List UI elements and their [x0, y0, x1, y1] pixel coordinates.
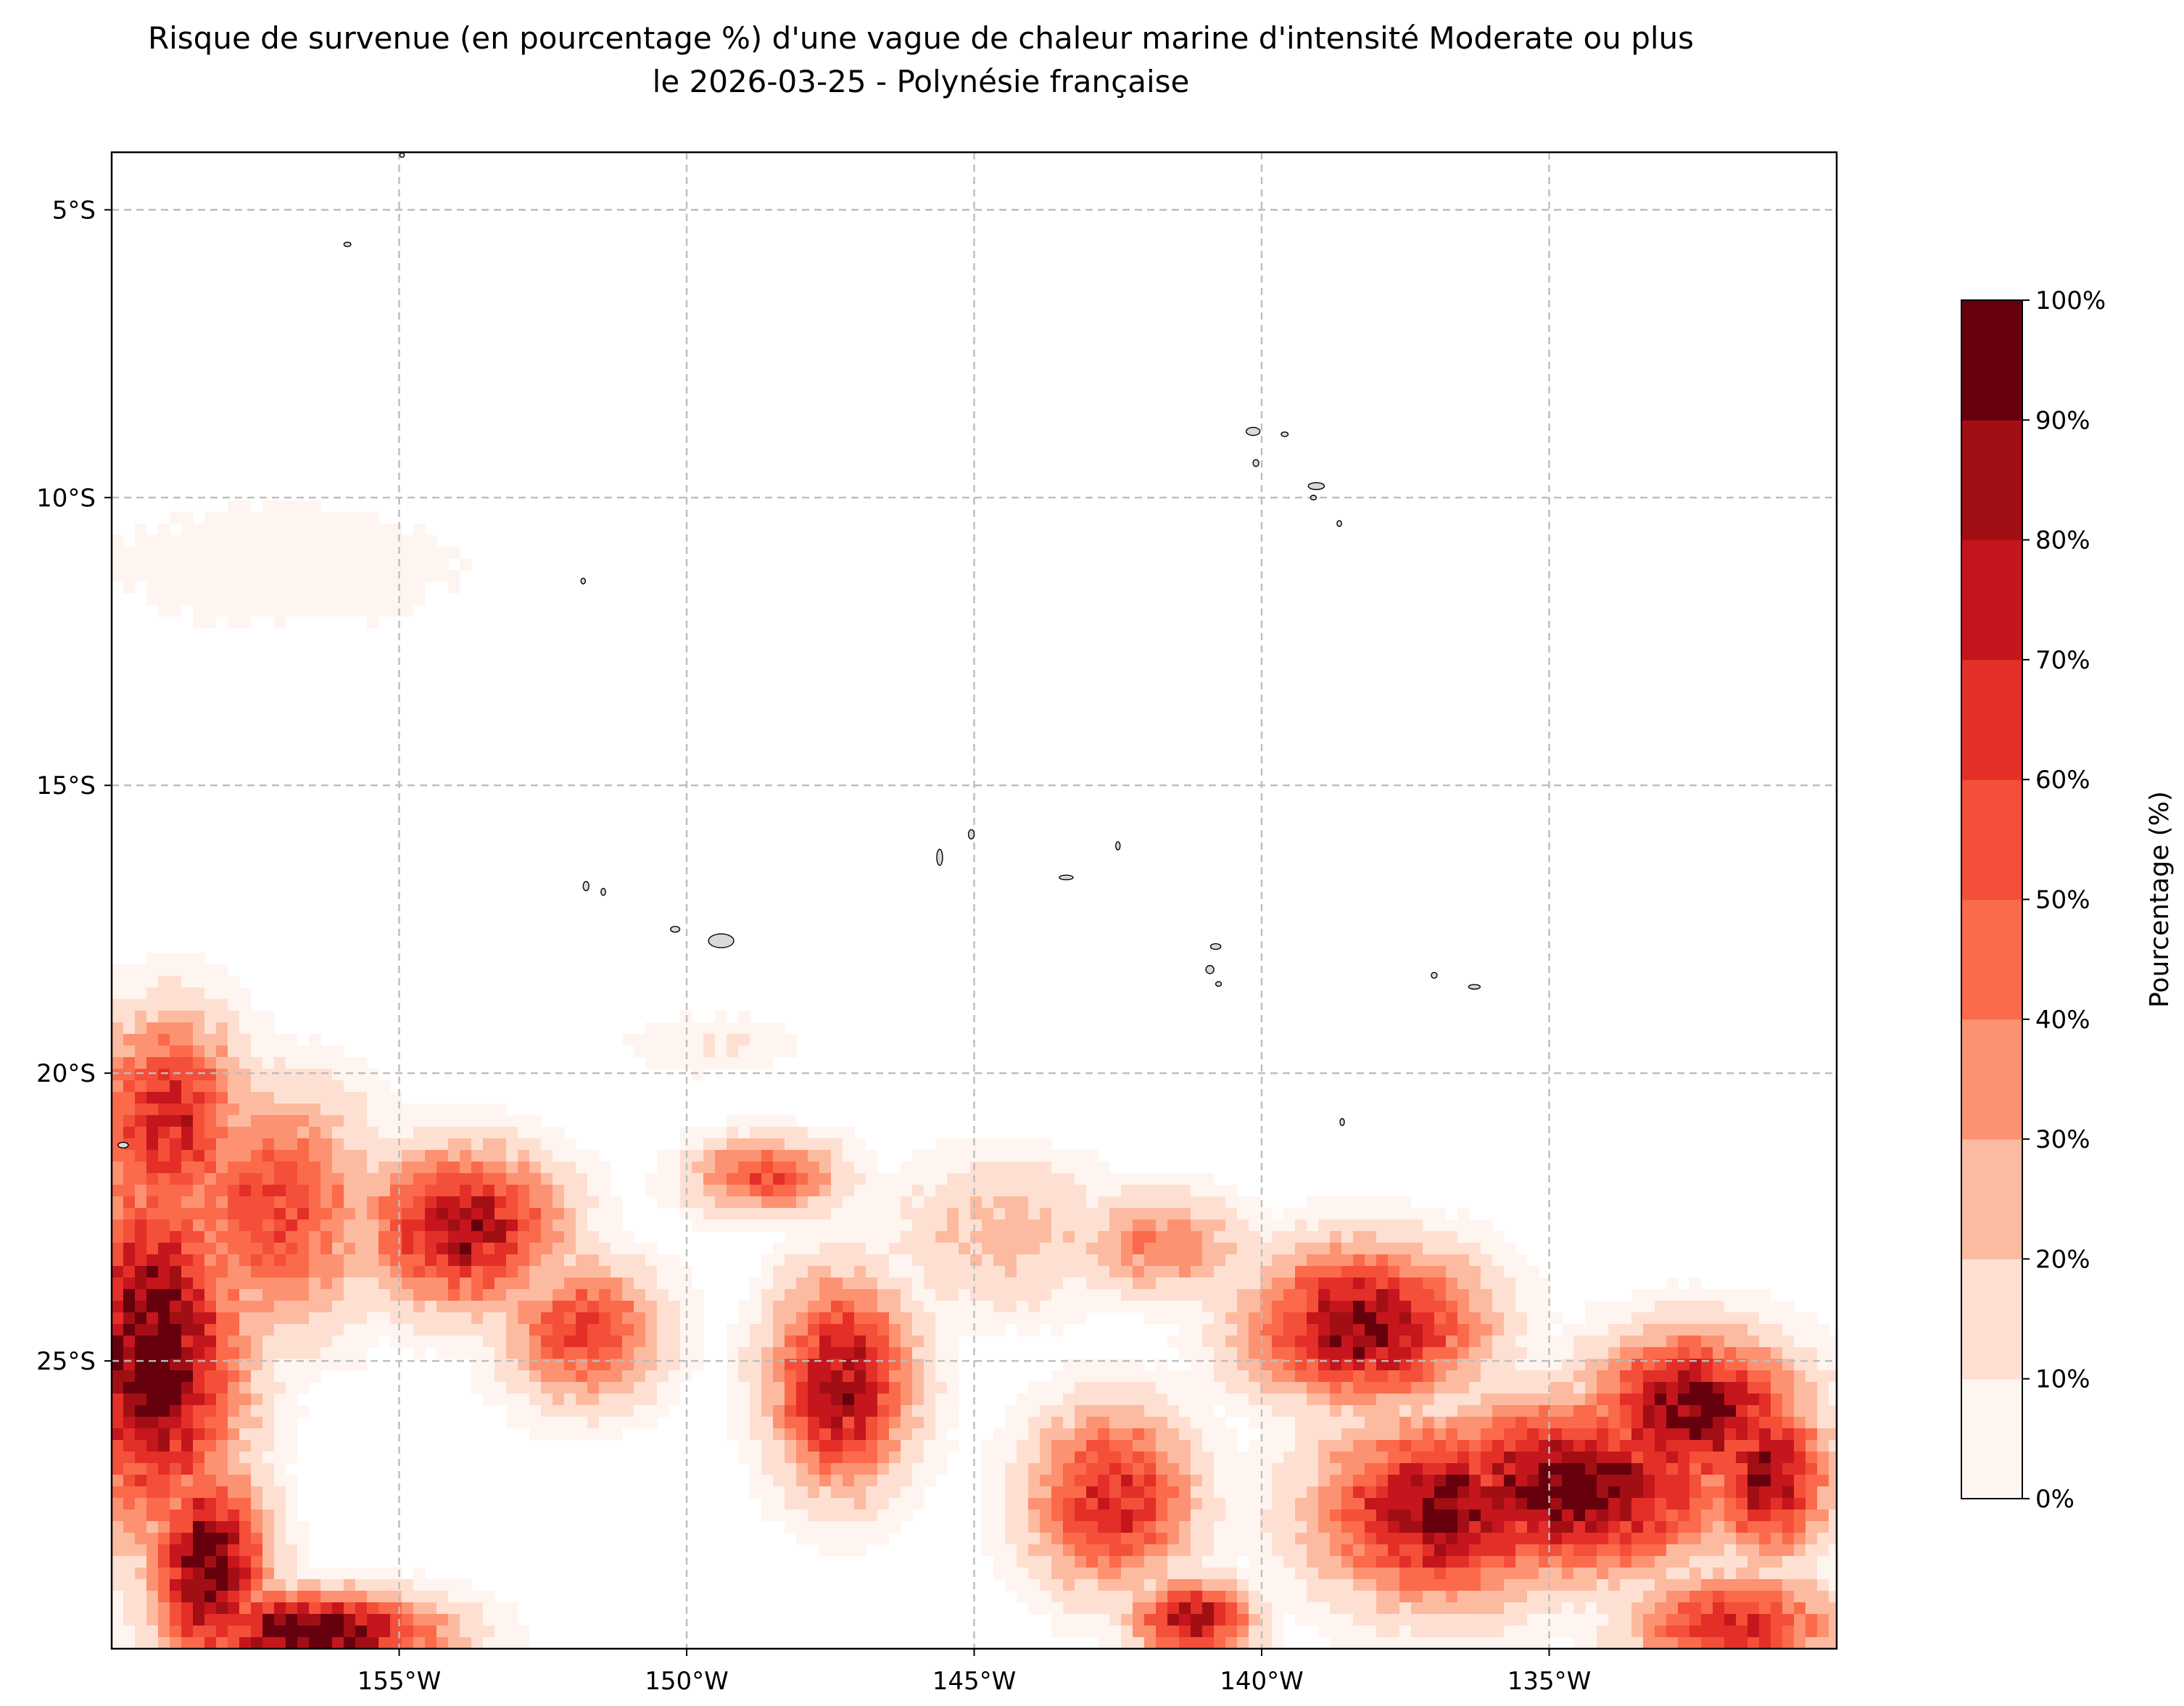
island-outline — [936, 848, 943, 866]
island-outline — [670, 926, 681, 933]
y-tick-label: 5°S — [52, 196, 96, 225]
colorbar-segment — [1961, 539, 2022, 661]
map-axes: 155°W 150°W 145°W 140°W 135°W 5°S 10°S 15°S 20°S… — [36, 196, 1591, 1696]
colorbar-tick-label: 80% — [2035, 526, 2090, 555]
island-outline — [1215, 981, 1223, 987]
island-outline — [1115, 841, 1121, 850]
colorbar-segment — [1961, 899, 2022, 1020]
colorbar-segment — [1961, 1259, 2022, 1380]
colorbar-tick-label: 90% — [2035, 406, 2090, 435]
island-outline — [399, 152, 405, 158]
x-tick-label: 140°W — [1220, 1667, 1304, 1696]
colorbar-segment — [1961, 1378, 2022, 1499]
y-tick-label: 25°S — [36, 1347, 96, 1376]
island-outline — [1205, 965, 1215, 974]
colorbar-segment — [1961, 420, 2022, 541]
colorbar: 0% 10% 20% 30% 40% 50% 60% 70% 80% 90% 100% Pourcen… — [1961, 286, 2175, 1514]
island-outline — [1431, 972, 1438, 979]
island-outline — [1336, 520, 1342, 527]
colorbar-tick-label: 20% — [2035, 1245, 2090, 1274]
y-tick-label: 15°S — [36, 771, 96, 800]
colorbar-tick-label: 40% — [2035, 1006, 2090, 1035]
island-outline — [1310, 494, 1318, 501]
colorbar-segment — [1961, 779, 2022, 900]
island-outlines — [117, 152, 1481, 1149]
island-outline — [343, 241, 352, 247]
colorbar-tick-label: 60% — [2035, 766, 2090, 795]
island-outline — [708, 933, 735, 948]
island-outline — [1209, 943, 1222, 951]
island-outline — [600, 887, 606, 896]
island-outline — [1339, 1118, 1345, 1127]
island-outline — [967, 829, 975, 840]
gridlines — [112, 152, 1837, 1649]
island-outline — [1281, 431, 1289, 437]
colorbar-label: Pourcentage (%) — [2145, 791, 2175, 1008]
colorbar-tick-label: 30% — [2035, 1125, 2090, 1154]
x-tick-label: 155°W — [357, 1667, 442, 1696]
colorbar-tick-label: 100% — [2035, 286, 2106, 315]
colorbar-tick-label: 70% — [2035, 646, 2090, 675]
island-outline — [580, 577, 586, 585]
x-tick-label: 135°W — [1507, 1667, 1592, 1696]
colorbar-segment — [1961, 1139, 2022, 1259]
map-area[interactable] — [112, 152, 1841, 1649]
island-outline — [1307, 481, 1325, 490]
x-tick-label: 150°W — [645, 1667, 729, 1696]
island-outline — [1468, 984, 1481, 990]
colorbar-tick-label: 0% — [2035, 1485, 2075, 1514]
y-tick-label: 20°S — [36, 1059, 96, 1088]
colorbar-segment — [1961, 659, 2022, 780]
colorbar-segment — [1961, 300, 2022, 421]
colorbar-tick-label: 10% — [2035, 1365, 2090, 1394]
chart-title-line-1: Risque de survenue (en pourcentage %) d'… — [147, 20, 1695, 56]
island-outline — [1252, 459, 1259, 468]
island-outline — [1245, 426, 1261, 436]
colorbar-segment — [1961, 1019, 2022, 1140]
y-tick-label: 10°S — [36, 484, 96, 513]
island-outline — [117, 1141, 129, 1149]
island-outline — [582, 881, 590, 892]
x-tick-label: 145°W — [932, 1667, 1017, 1696]
chart-title-line-2: le 2026-03-25 - Polynésie française — [652, 64, 1190, 99]
colorbar-tick-label: 50% — [2035, 886, 2090, 915]
island-outline — [1059, 874, 1074, 881]
